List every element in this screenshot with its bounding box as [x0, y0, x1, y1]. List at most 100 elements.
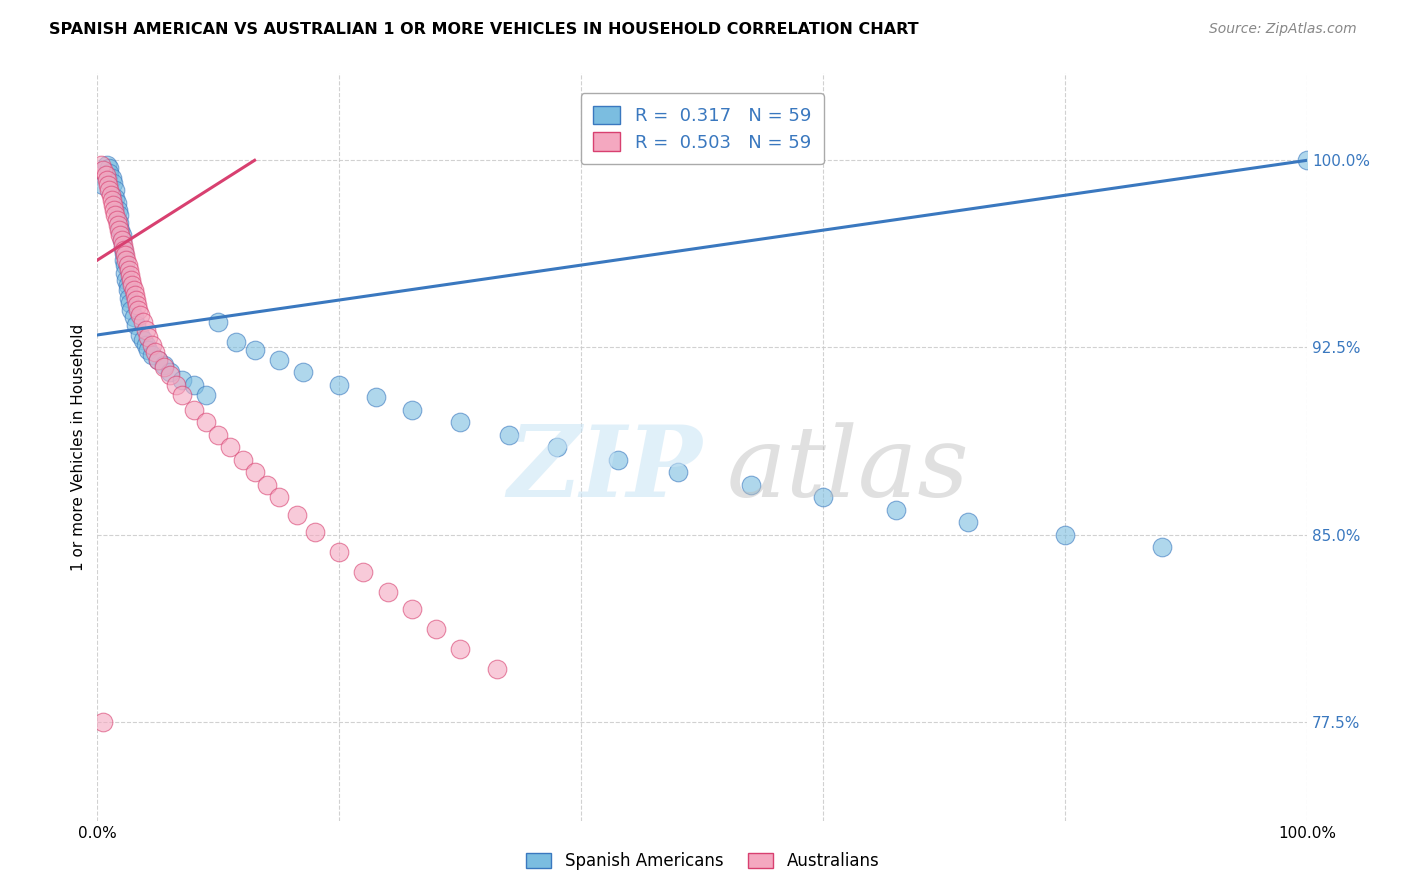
- Point: [110, 233, 132, 247]
- Point: [93, 178, 115, 193]
- Point: [107, 203, 129, 218]
- Point: [207, 427, 229, 442]
- Point: [219, 440, 242, 454]
- Point: [811, 490, 834, 504]
- Point: [132, 316, 155, 330]
- Point: [98, 166, 121, 180]
- Point: [141, 338, 163, 352]
- Point: [101, 193, 124, 207]
- Point: [108, 223, 131, 237]
- Point: [117, 278, 139, 293]
- Point: [304, 524, 326, 539]
- Point: [183, 377, 205, 392]
- Point: [740, 477, 762, 491]
- Point: [485, 662, 508, 676]
- Point: [124, 288, 146, 302]
- Point: [145, 345, 167, 359]
- Point: [94, 168, 117, 182]
- Point: [146, 352, 169, 367]
- Point: [115, 273, 138, 287]
- Point: [121, 278, 143, 293]
- Point: [135, 338, 157, 352]
- Point: [159, 368, 181, 382]
- Point: [328, 545, 350, 559]
- Point: [125, 318, 148, 332]
- Point: [127, 303, 149, 318]
- Point: [114, 266, 136, 280]
- Point: [96, 173, 118, 187]
- Point: [110, 223, 132, 237]
- Point: [120, 273, 142, 287]
- Point: [114, 248, 136, 262]
- Legend: R =  0.317   N = 59, R =  0.503   N = 59: R = 0.317 N = 59, R = 0.503 N = 59: [581, 94, 824, 164]
- Point: [377, 585, 399, 599]
- Point: [93, 163, 115, 178]
- Point: [105, 213, 128, 227]
- Point: [195, 415, 218, 429]
- Point: [666, 465, 689, 479]
- Point: [449, 415, 471, 429]
- Point: [112, 243, 135, 257]
- Point: [104, 191, 127, 205]
- Point: [267, 490, 290, 504]
- Point: [117, 283, 139, 297]
- Point: [132, 333, 155, 347]
- Point: [243, 465, 266, 479]
- Point: [957, 515, 980, 529]
- Point: [118, 268, 141, 282]
- Point: [165, 377, 187, 392]
- Point: [292, 365, 315, 379]
- Point: [141, 348, 163, 362]
- Point: [449, 642, 471, 657]
- Point: [97, 178, 120, 193]
- Point: [101, 198, 124, 212]
- Point: [328, 377, 350, 392]
- Point: [118, 263, 141, 277]
- Point: [103, 203, 125, 218]
- Point: [96, 158, 118, 172]
- Point: [267, 352, 290, 367]
- Legend: Spanish Americans, Australians: Spanish Americans, Australians: [520, 846, 886, 877]
- Text: SPANISH AMERICAN VS AUSTRALIAN 1 OR MORE VEHICLES IN HOUSEHOLD CORRELATION CHART: SPANISH AMERICAN VS AUSTRALIAN 1 OR MORE…: [49, 22, 920, 37]
- Text: ZIP: ZIP: [508, 421, 702, 518]
- Point: [353, 565, 375, 579]
- Point: [115, 253, 138, 268]
- Point: [128, 328, 150, 343]
- Point: [111, 238, 134, 252]
- Point: [425, 623, 447, 637]
- Point: [111, 241, 134, 255]
- Point: [110, 233, 132, 247]
- Point: [231, 452, 253, 467]
- Point: [183, 402, 205, 417]
- Point: [110, 228, 132, 243]
- Point: [120, 303, 142, 318]
- Point: [546, 440, 568, 454]
- Point: [135, 323, 157, 337]
- Point: [108, 208, 131, 222]
- Point: [93, 714, 115, 729]
- Point: [122, 283, 145, 297]
- Point: [122, 310, 145, 325]
- Point: [170, 373, 193, 387]
- Point: [1296, 153, 1319, 168]
- Point: [101, 170, 124, 185]
- Point: [153, 358, 176, 372]
- Y-axis label: 1 or more Vehicles in Household: 1 or more Vehicles in Household: [72, 324, 86, 571]
- Point: [195, 388, 218, 402]
- Point: [108, 216, 131, 230]
- Point: [1054, 527, 1077, 541]
- Point: [256, 477, 278, 491]
- Point: [401, 602, 423, 616]
- Point: [118, 291, 141, 305]
- Point: [107, 218, 129, 232]
- Point: [110, 228, 132, 243]
- Point: [104, 208, 127, 222]
- Point: [285, 508, 308, 522]
- Point: [225, 335, 247, 350]
- Point: [243, 343, 266, 357]
- Point: [1150, 540, 1173, 554]
- Point: [104, 183, 127, 197]
- Point: [101, 176, 124, 190]
- Point: [146, 352, 169, 367]
- Point: [118, 295, 141, 310]
